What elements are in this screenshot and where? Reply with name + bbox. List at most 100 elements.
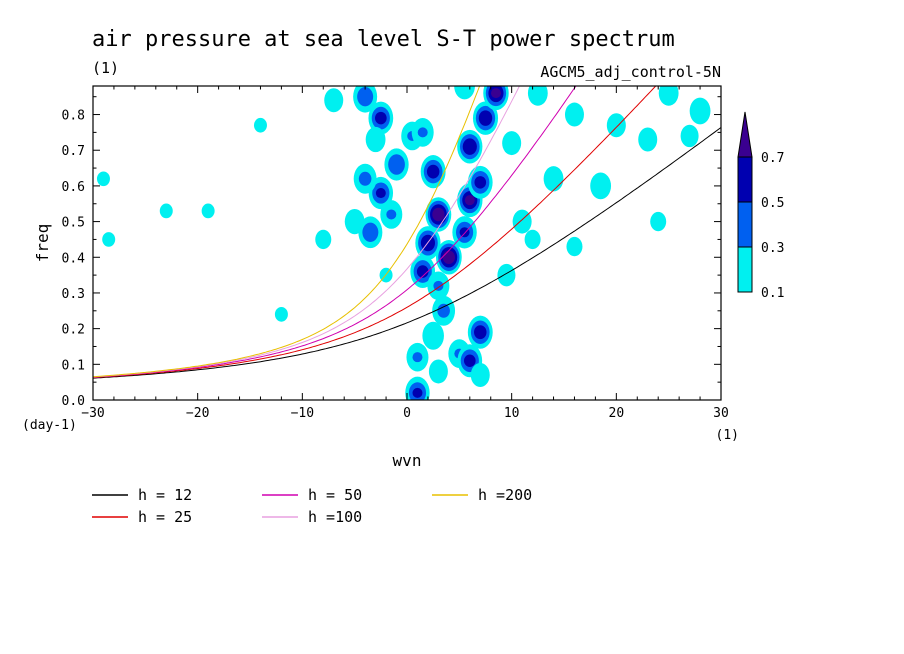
power-blob-12 (420, 155, 446, 189)
curve-h25 (93, 86, 657, 379)
power-blob-33 (502, 131, 522, 156)
power-level-1 (412, 352, 423, 363)
power-blob-50 (201, 203, 215, 219)
power-level-1 (433, 280, 444, 291)
power-level-0 (527, 86, 548, 106)
legend-label: h =100 (308, 508, 362, 526)
power-blob-3 (365, 126, 386, 153)
power-level-3 (432, 207, 445, 222)
power-blob-28 (428, 359, 448, 384)
power-level-0 (159, 203, 173, 219)
power-level-0 (274, 307, 288, 322)
power-level-0 (96, 171, 110, 187)
x-tick-label: 20 (609, 406, 625, 421)
power-blob-42 (689, 97, 711, 125)
power-level-0 (324, 88, 344, 113)
power-blob-5 (384, 148, 409, 181)
power-blob-53 (274, 307, 288, 322)
curve-h50 (93, 86, 577, 378)
power-shading (96, 86, 711, 400)
power-blob-24 (432, 295, 456, 326)
power-blob-44 (566, 236, 583, 257)
curve-h12 (93, 127, 721, 379)
power-blob-13 (425, 197, 452, 232)
power-blob-17 (427, 271, 450, 301)
power-level-2 (474, 325, 487, 340)
power-level-0 (102, 232, 116, 247)
y-axis-ticks: 0.0 0.1 0.2 0.3 0.4 0.5 0.6 0.7 0.8 (62, 96, 721, 409)
power-blob-1 (368, 101, 394, 135)
power-level-0 (566, 236, 583, 257)
colorbar-label: 0.7 (761, 151, 784, 166)
y-tick-label: 0.1 (62, 358, 85, 373)
power-blob-45 (524, 229, 541, 250)
x-tick-label: −10 (291, 406, 314, 421)
power-blob-20 (457, 129, 483, 164)
power-blob-26 (406, 342, 429, 372)
power-blob-48 (102, 232, 116, 247)
power-blob-11 (411, 118, 434, 147)
legend-label: h = 50 (308, 486, 362, 504)
colorbar-segment-1 (737, 201, 753, 248)
y-tick-label: 0.7 (62, 144, 85, 159)
power-blob-2 (324, 88, 344, 113)
x-tick-label: −20 (186, 406, 209, 421)
power-blob-46 (497, 263, 516, 287)
dispersion-curves (93, 86, 721, 379)
legend: h = 12 h = 25 h = 50 h =100 h =200 (92, 486, 532, 526)
y-tick-label: 0.2 (62, 323, 85, 338)
colorbar-arrow (737, 111, 753, 158)
x-tick-label: 30 (713, 406, 729, 421)
power-level-0 (365, 126, 386, 153)
y-tick-label: 0.4 (62, 251, 86, 266)
power-level-0 (590, 172, 612, 200)
power-blob-51 (253, 117, 267, 133)
power-blob-0 (353, 86, 378, 113)
y-tick-label: 0.0 (62, 394, 85, 409)
power-blob-37 (590, 172, 612, 200)
power-blob-36 (564, 102, 584, 127)
power-blob-38 (606, 113, 626, 138)
units-label: (1) (92, 59, 119, 77)
power-level-1 (437, 303, 450, 318)
power-level-0 (564, 102, 584, 127)
chart-title: air pressure at sea level S-T power spec… (92, 27, 675, 52)
power-blob-41 (680, 124, 699, 148)
x-tick-label: 0 (403, 406, 411, 421)
power-blob-27 (405, 376, 430, 400)
colorbar-label: 0.5 (761, 196, 784, 211)
y-axis-label: freq (33, 224, 52, 263)
y-tick-label: 0.3 (62, 287, 85, 302)
x-tick-label: 10 (504, 406, 520, 421)
power-level-2 (375, 188, 386, 199)
colorbar: 0.1 0.3 0.5 0.7 (737, 111, 784, 301)
power-blob-40 (658, 86, 679, 106)
power-level-2 (375, 111, 387, 125)
power-level-0 (422, 321, 444, 350)
power-level-0 (543, 166, 564, 192)
power-blob-39 (638, 127, 658, 152)
power-level-2 (478, 110, 493, 126)
power-level-2 (426, 164, 440, 179)
power-blob-35 (543, 166, 564, 192)
power-level-0 (497, 263, 516, 287)
x-axis-ticks: −30 −20 −10 0 10 20 30 (81, 86, 729, 421)
power-blob-47 (96, 171, 110, 187)
power-level-0 (502, 131, 522, 156)
run-label: AGCM5_adj_control-5N (540, 63, 721, 81)
power-blob-22 (483, 86, 509, 111)
power-blob-32 (470, 363, 490, 388)
colorbar-segment-2 (737, 156, 753, 203)
y-tick-label: 0.6 (62, 180, 85, 195)
power-level-0 (638, 127, 658, 152)
legend-label: h = 25 (138, 508, 192, 526)
power-blob-7 (353, 163, 377, 194)
y-tick-label: 0.8 (62, 109, 85, 124)
power-level-0 (650, 211, 667, 232)
x-tick-label: −30 (81, 406, 104, 421)
power-level-1 (417, 127, 428, 138)
power-level-1 (388, 154, 405, 175)
power-level-0 (201, 203, 215, 219)
power-blob-9 (344, 208, 365, 235)
power-level-0 (428, 359, 448, 384)
